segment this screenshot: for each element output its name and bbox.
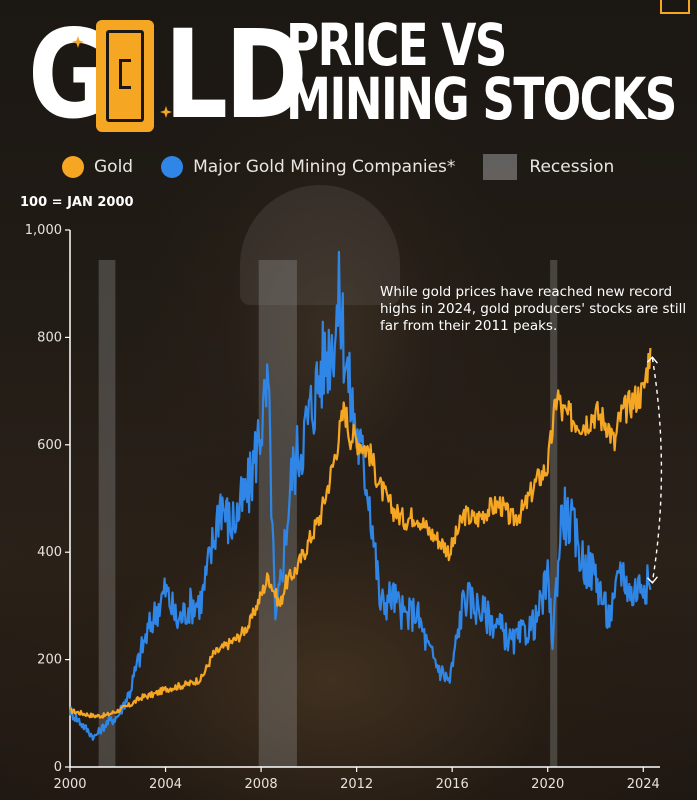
- x-tick-label: 2008: [245, 777, 278, 792]
- y-tick-label: 1,000: [25, 223, 62, 238]
- y-tick-label: 0: [54, 760, 62, 775]
- legend-item-gold: Gold: [62, 156, 133, 178]
- annotation-arrow-line: [651, 358, 663, 582]
- y-tick-label: 400: [37, 545, 62, 560]
- x-tick-label: 2012: [340, 777, 373, 792]
- series-line-miners: [68, 250, 652, 741]
- hard-hat-silhouette: [240, 185, 400, 305]
- gold-bar-icon: [96, 20, 154, 132]
- legend-swatch-gold: [62, 156, 84, 178]
- sparkle-icon: [160, 106, 172, 118]
- x-tick-label: 2024: [627, 777, 660, 792]
- page-title: PRICE VS MINING STOCKS: [286, 11, 677, 133]
- legend-swatch-miners: [161, 156, 184, 178]
- title-line-2: MINING STOCKS: [286, 65, 677, 133]
- y-tick-label: 800: [37, 330, 62, 345]
- recession-band: [98, 260, 116, 767]
- y-tick-label: 200: [37, 653, 62, 668]
- recession-bands: [98, 260, 558, 767]
- annotation-arrow-head-top: [646, 356, 658, 364]
- y-tick-label: 600: [37, 438, 62, 453]
- sparkle-icon: [72, 36, 84, 48]
- title-line-1: PRICE VS: [286, 11, 507, 79]
- chart-annotation: While gold prices have reached new recor…: [380, 284, 687, 334]
- legend-item-recession: Recession: [483, 154, 614, 180]
- annotation-arrow: [646, 356, 663, 584]
- x-tick-label: 2016: [436, 777, 469, 792]
- x-tick-label: 2020: [531, 777, 564, 792]
- recession-band: [550, 260, 558, 767]
- legend-swatch-recession: [483, 154, 518, 180]
- recession-band: [258, 260, 297, 767]
- legend-label-recession: Recession: [529, 157, 615, 177]
- x-tick-label: 2000: [53, 777, 86, 792]
- series-line-gold: [69, 348, 652, 719]
- baseline-note: 100 = JAN 2000: [20, 195, 134, 210]
- annotation-arrow-head-bottom: [646, 576, 658, 584]
- legend-label-miners: Major Gold Mining Companies*: [193, 157, 456, 177]
- legend-item-miners: Major Gold Mining Companies*: [161, 156, 455, 178]
- x-tick-label: 2004: [149, 777, 182, 792]
- corner-logo-icon: [660, 0, 690, 14]
- chart-axes: 0 200 400 600 800 1,000 2000 2004 2008 2012 2016 20…: [25, 223, 660, 792]
- chart-series: [68, 250, 652, 741]
- chart-legend: Gold Major Gold Mining Companies* Recess…: [62, 153, 642, 181]
- legend-label-gold: Gold: [94, 157, 134, 177]
